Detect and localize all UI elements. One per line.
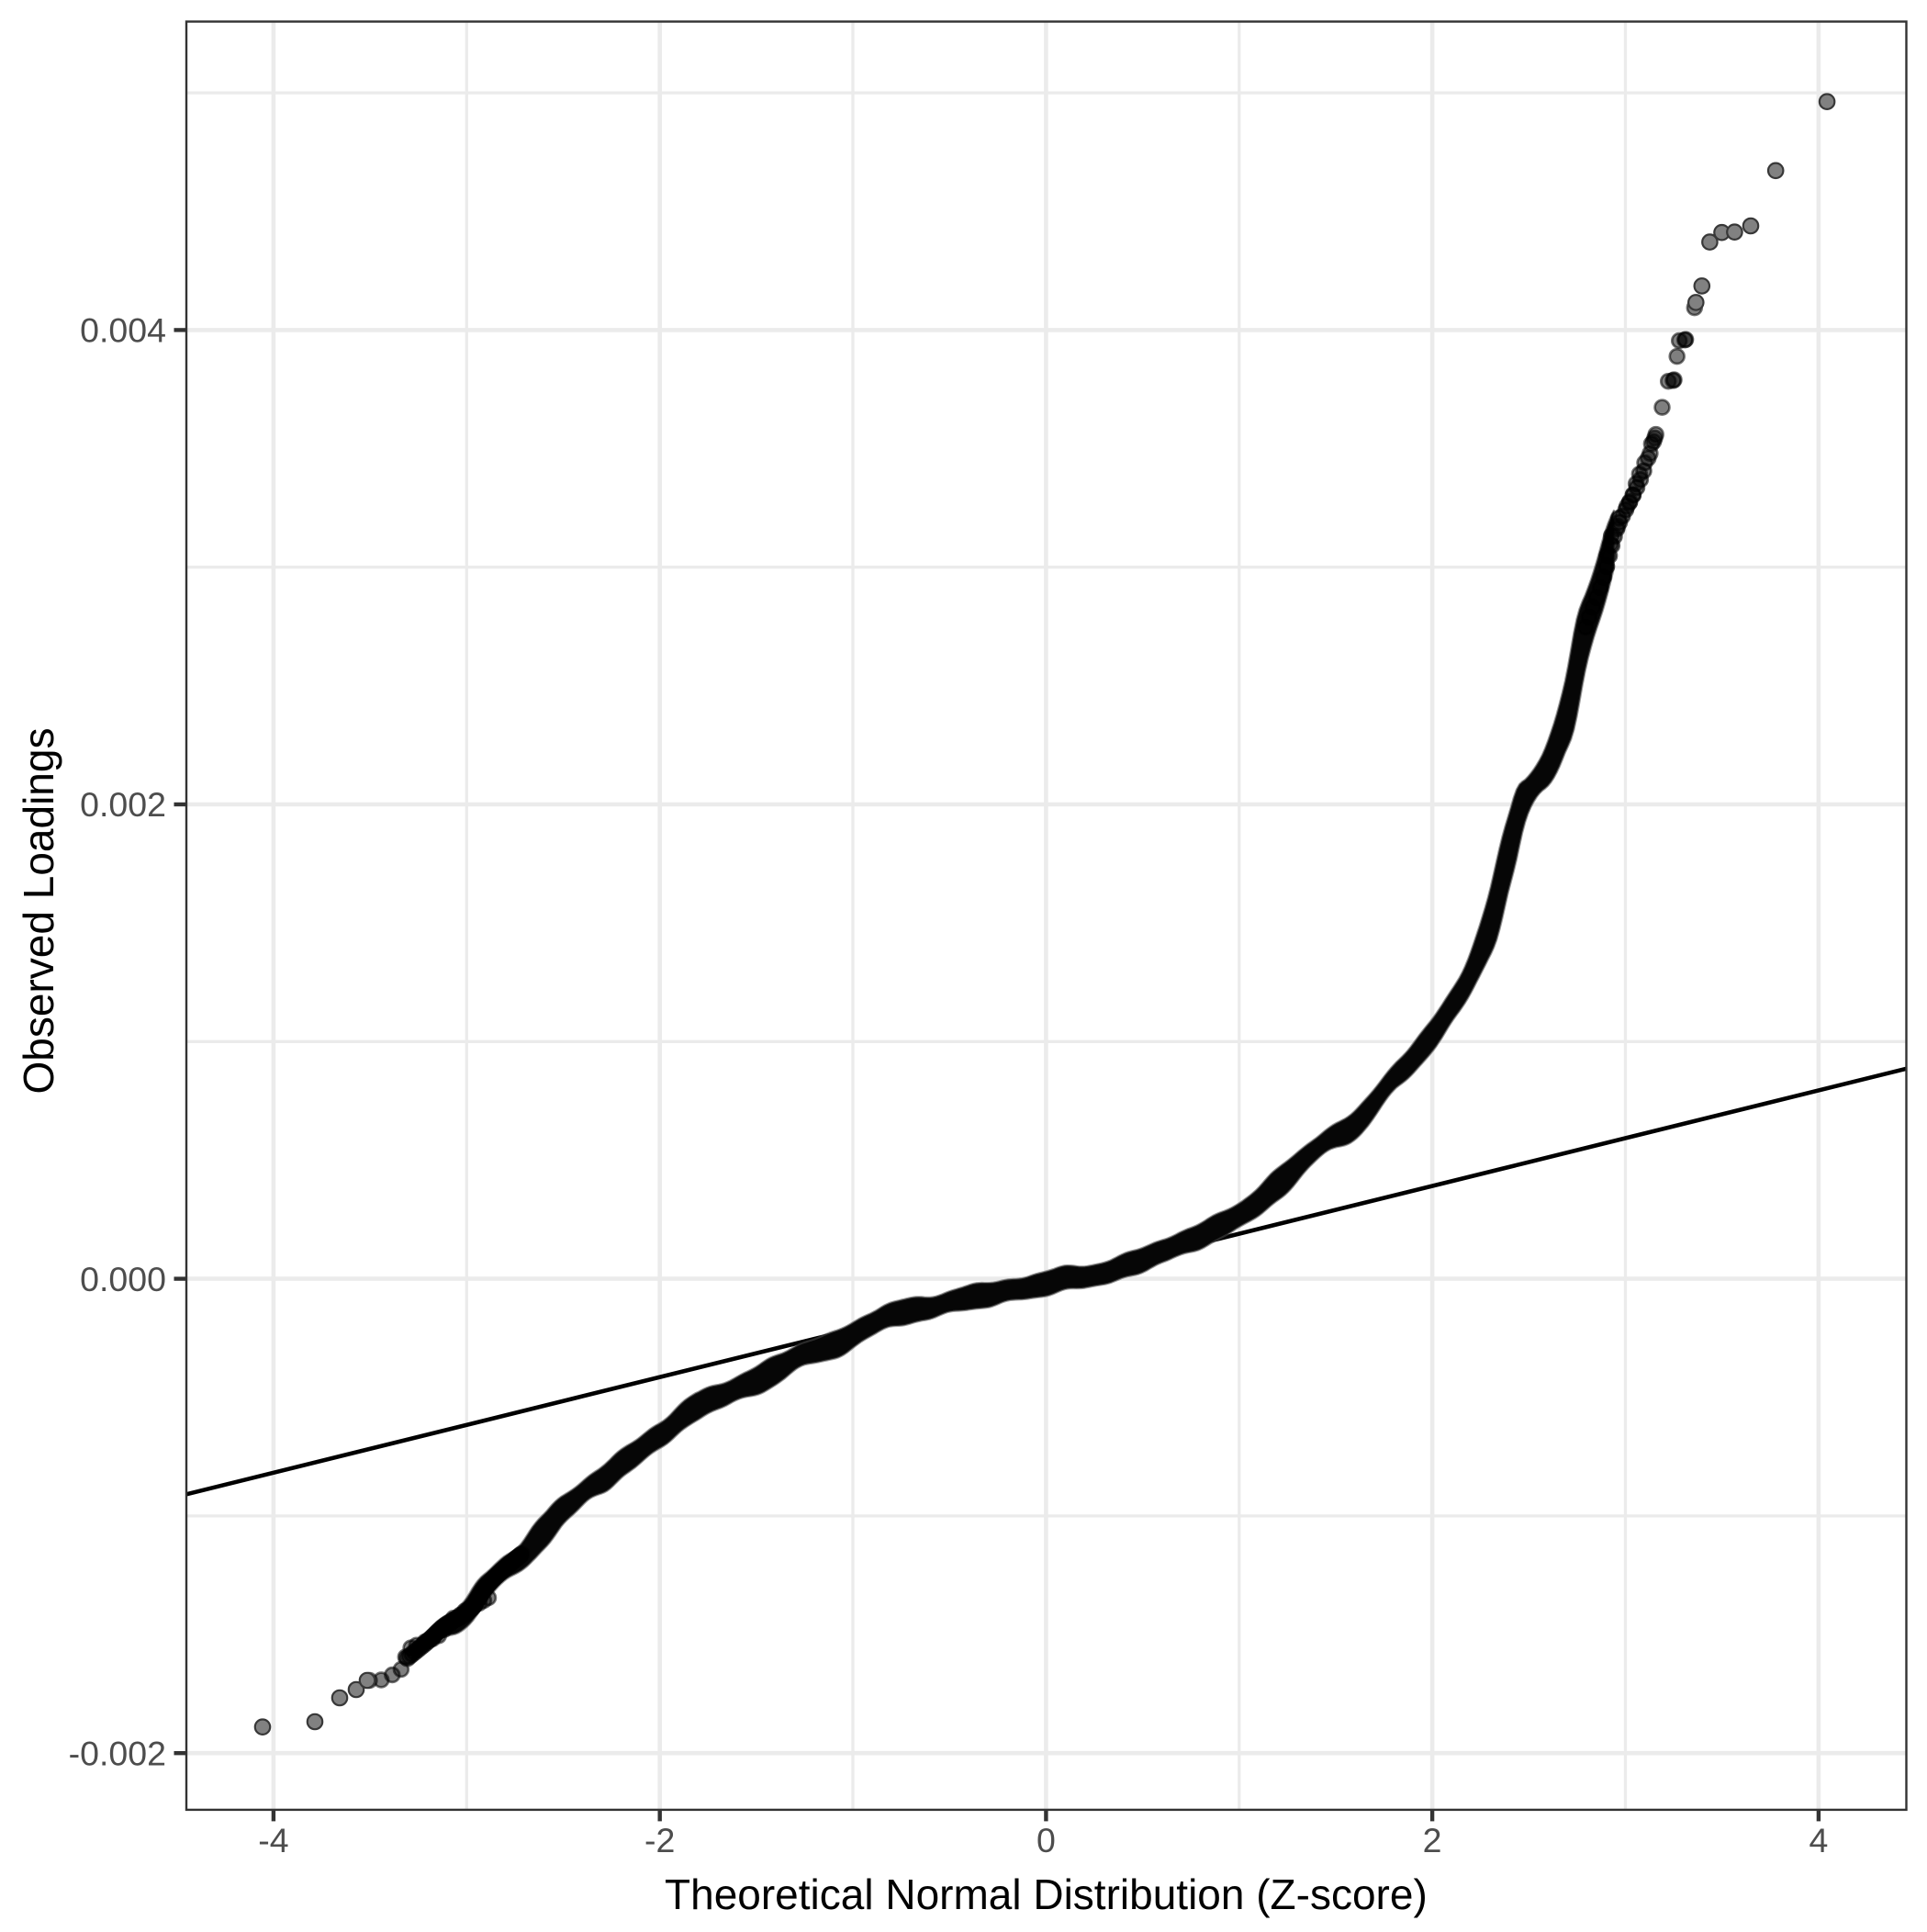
svg-text:2: 2 [1423,1821,1442,1859]
svg-text:-4: -4 [258,1821,288,1859]
svg-text:0: 0 [1036,1821,1056,1859]
svg-text:Observed Loadings: Observed Loadings [15,728,62,1095]
svg-text:0.002: 0.002 [80,785,166,824]
svg-text:-0.002: -0.002 [69,1734,166,1772]
svg-text:0.004: 0.004 [80,311,166,350]
svg-text:4: 4 [1809,1821,1828,1859]
svg-text:0.000: 0.000 [80,1260,166,1298]
svg-text:Theoretical Normal Distributio: Theoretical Normal Distribution (Z-score… [665,1870,1428,1918]
svg-text:-2: -2 [644,1821,675,1859]
